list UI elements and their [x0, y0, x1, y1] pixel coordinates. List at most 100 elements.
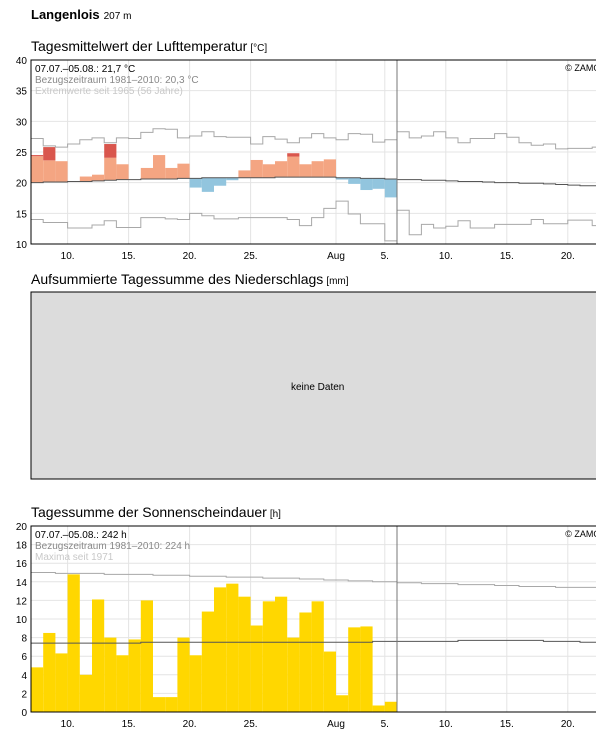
sunshine-bar — [140, 600, 153, 712]
temperature-bar-cold — [201, 177, 214, 192]
x-tick-label: 25. — [244, 251, 258, 262]
x-tick-label: 15. — [122, 251, 136, 262]
y-tick-label: 6 — [21, 652, 27, 663]
sunshine-bar — [299, 612, 312, 712]
temperature-bar — [92, 174, 105, 181]
plot-frame — [30, 59, 596, 245]
y-tick-label: 14 — [16, 578, 28, 589]
temperature-bar-cold — [384, 178, 397, 198]
sunshine-bar — [238, 596, 251, 712]
x-tick-label: 10. — [61, 719, 75, 729]
y-tick-label: 12 — [16, 596, 28, 607]
temperature-bar — [177, 163, 190, 179]
temperature-bar-cold — [348, 177, 361, 184]
sunshine-chart-title: Tagessumme der Sonnenscheindauer [h] — [31, 504, 281, 520]
legend-reference-value: Bezugszeitraum 1981–2010: 224 h — [35, 541, 190, 552]
temperature-bar — [323, 159, 336, 178]
sunshine-bar — [372, 705, 385, 712]
sunshine-bar — [348, 627, 361, 712]
temperature-bar — [287, 156, 300, 178]
precipitation-nodata-panel — [30, 291, 596, 480]
legend-period-value: 07.07.–05.08.: 21,7 °C — [35, 64, 135, 75]
temperature-chart-title: Tagesmittelwert der Lufttemperatur [°C] — [31, 38, 267, 54]
temperature-bar — [104, 157, 117, 181]
x-tick-label: 10. — [61, 251, 75, 262]
sunshine-bar — [43, 632, 56, 712]
sunshine-bar — [92, 599, 105, 712]
temperature-bar — [31, 156, 44, 183]
legend-period-value: 07.07.–05.08.: 242 h — [35, 530, 127, 541]
precipitation-unit: [mm] — [326, 276, 349, 287]
sunshine-bar — [214, 587, 227, 712]
temperature-bar — [262, 164, 275, 178]
sunshine-bar — [226, 583, 239, 712]
precipitation-chart-title: Aufsummierte Tagessumme des Niederschlag… — [31, 271, 349, 287]
temperature-bar — [116, 164, 129, 180]
y-tick-label: 15 — [16, 209, 28, 220]
x-tick-label: 25. — [244, 719, 258, 729]
sunshine-bar — [250, 625, 263, 712]
y-tick-label: 8 — [21, 634, 27, 645]
normal-reference-line — [31, 176, 596, 187]
sunshine-bar — [177, 637, 190, 712]
temperature-bar-cold — [214, 177, 227, 186]
temperature-bar-cold — [372, 178, 385, 189]
temperature-bar — [55, 161, 68, 183]
maximum-line — [31, 128, 596, 150]
sunshine-bar — [116, 655, 129, 712]
sunshine-bar — [31, 667, 44, 712]
x-tick-label: 10. — [439, 719, 453, 729]
maximum-line — [31, 572, 596, 588]
no-data-message: keine Daten — [291, 382, 344, 393]
sunshine-bar — [104, 637, 117, 712]
copyright-label: © ZAMG — [565, 63, 596, 73]
y-tick-label: 20 — [16, 522, 28, 533]
y-tick-label: 10 — [16, 240, 28, 251]
x-tick-label: Aug — [327, 719, 345, 729]
y-tick-label: 4 — [21, 671, 27, 682]
precipitation-title-text: Aufsummierte Tagessumme des Niederschlag… — [31, 271, 324, 287]
sunshine-bar — [189, 655, 202, 712]
temperature-bar — [165, 167, 178, 179]
y-tick-label: 20 — [16, 179, 28, 190]
sunshine-bar — [55, 653, 68, 712]
station-name: Langenlois — [31, 7, 100, 22]
sunshine-bar — [323, 651, 336, 712]
station-elevation: 207 m — [103, 11, 132, 22]
x-tick-label: 15. — [122, 719, 136, 729]
y-tick-label: 30 — [16, 117, 28, 128]
x-tick-label: 20. — [561, 719, 575, 729]
x-tick-label: 5. — [381, 719, 389, 729]
y-tick-label: 40 — [16, 56, 28, 67]
temperature-bar — [43, 160, 56, 183]
normal-reference-line — [31, 639, 596, 644]
temperature-bar — [238, 170, 251, 178]
temperature-bar-extreme — [43, 147, 56, 161]
x-tick-label: Aug — [327, 251, 345, 262]
y-tick-label: 2 — [21, 689, 27, 700]
y-tick-label: 35 — [16, 87, 28, 98]
temperature-bar-cold — [360, 178, 373, 191]
temperature-unit: [°C] — [250, 43, 268, 54]
temperature-bar-cold — [226, 177, 239, 181]
sunshine-bar — [275, 596, 288, 712]
x-tick-label: 20. — [183, 719, 197, 729]
temperature-bar-cold — [336, 177, 349, 180]
sunshine-bar — [79, 674, 92, 712]
x-tick-label: 15. — [500, 251, 514, 262]
copyright-label: © ZAMG — [565, 529, 596, 539]
sunshine-bar — [153, 697, 166, 712]
temperature-bar-extreme — [287, 153, 300, 157]
temperature-bar — [250, 159, 263, 178]
y-tick-label: 18 — [16, 541, 28, 552]
sunshine-unit: [h] — [269, 509, 281, 520]
sunshine-bar — [287, 637, 300, 712]
sunshine-bar — [384, 701, 397, 712]
temperature-bar — [275, 161, 288, 178]
temperature-title-text: Tagesmittelwert der Lufttemperatur — [31, 38, 248, 54]
legend-extremes-label: Extremwerte seit 1965 (56 Jahre) — [35, 86, 183, 97]
x-tick-label: 5. — [381, 251, 389, 262]
sunshine-bar — [311, 601, 324, 712]
legend-reference-value: Bezugszeitraum 1981–2010: 20,3 °C — [35, 75, 199, 86]
